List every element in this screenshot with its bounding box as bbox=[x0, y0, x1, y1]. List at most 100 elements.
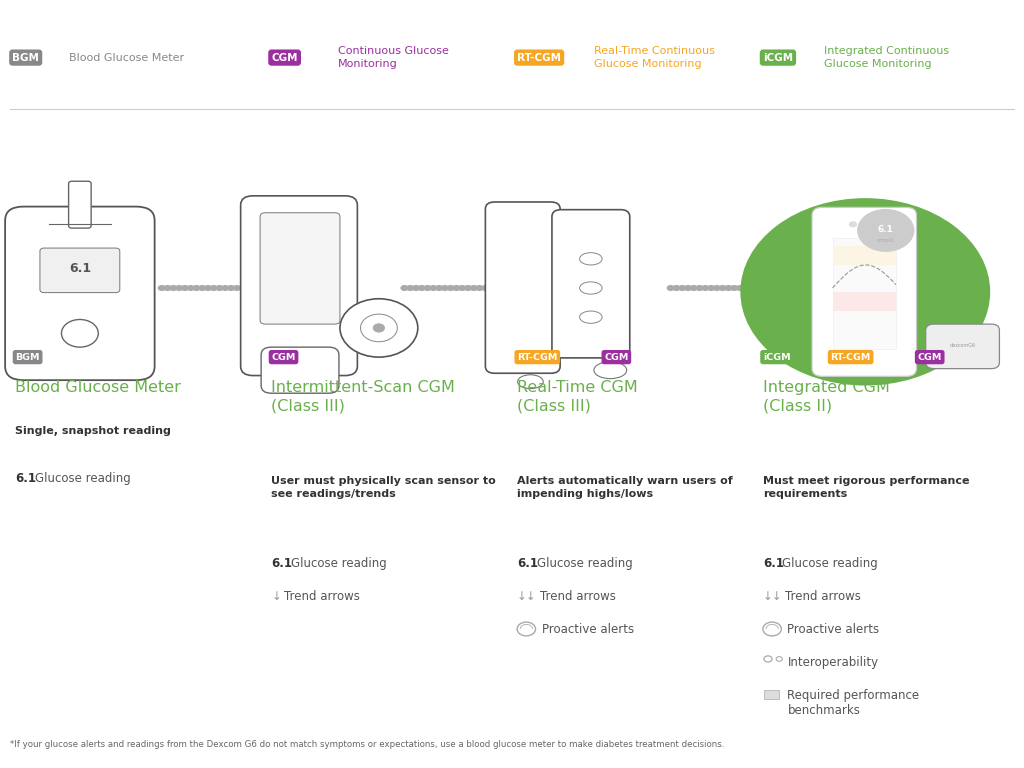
Text: RT-CGM: RT-CGM bbox=[830, 353, 870, 362]
Circle shape bbox=[446, 285, 455, 291]
Circle shape bbox=[267, 285, 275, 291]
Circle shape bbox=[464, 285, 472, 291]
Circle shape bbox=[245, 285, 253, 291]
Circle shape bbox=[505, 285, 513, 291]
Circle shape bbox=[736, 285, 744, 291]
Circle shape bbox=[741, 285, 750, 291]
Circle shape bbox=[435, 285, 443, 291]
Circle shape bbox=[340, 299, 418, 357]
Text: Alerts automatically warn users of
impending highs/lows: Alerts automatically warn users of impen… bbox=[517, 476, 733, 499]
Text: Glucose reading: Glucose reading bbox=[35, 472, 131, 485]
Text: Proactive alerts: Proactive alerts bbox=[542, 623, 634, 636]
Text: Continuous Glucose
Monitoring: Continuous Glucose Monitoring bbox=[338, 46, 449, 69]
Circle shape bbox=[695, 285, 703, 291]
Circle shape bbox=[771, 285, 779, 291]
Text: ↓: ↓ bbox=[271, 590, 282, 603]
Circle shape bbox=[204, 285, 212, 291]
Text: RT-CGM: RT-CGM bbox=[517, 52, 561, 63]
Text: RT-CGM: RT-CGM bbox=[517, 353, 557, 362]
Circle shape bbox=[239, 285, 247, 291]
FancyBboxPatch shape bbox=[260, 213, 340, 324]
Circle shape bbox=[470, 285, 478, 291]
Text: Trend arrows: Trend arrows bbox=[785, 590, 861, 603]
Circle shape bbox=[673, 285, 681, 291]
Text: Glucose reading: Glucose reading bbox=[782, 557, 879, 570]
FancyBboxPatch shape bbox=[552, 210, 630, 358]
Ellipse shape bbox=[580, 253, 602, 265]
Circle shape bbox=[765, 285, 773, 291]
Circle shape bbox=[164, 285, 172, 291]
Text: Glucose reading: Glucose reading bbox=[537, 557, 633, 570]
Circle shape bbox=[181, 285, 189, 291]
Text: ↓↓: ↓↓ bbox=[763, 590, 782, 603]
Circle shape bbox=[210, 285, 218, 291]
Circle shape bbox=[440, 285, 449, 291]
FancyBboxPatch shape bbox=[926, 324, 999, 369]
FancyBboxPatch shape bbox=[833, 246, 896, 265]
Circle shape bbox=[487, 285, 496, 291]
FancyBboxPatch shape bbox=[5, 207, 155, 380]
Circle shape bbox=[730, 285, 738, 291]
Text: CGM: CGM bbox=[604, 353, 629, 362]
Circle shape bbox=[724, 285, 732, 291]
Circle shape bbox=[429, 285, 437, 291]
Circle shape bbox=[198, 285, 206, 291]
Text: Integrated CGM
(Class II): Integrated CGM (Class II) bbox=[763, 380, 890, 413]
Circle shape bbox=[262, 285, 270, 291]
Circle shape bbox=[250, 285, 258, 291]
Circle shape bbox=[458, 285, 466, 291]
Text: ↓↓: ↓↓ bbox=[517, 590, 537, 603]
Ellipse shape bbox=[518, 375, 543, 389]
Circle shape bbox=[256, 285, 264, 291]
Circle shape bbox=[481, 285, 489, 291]
Circle shape bbox=[175, 285, 183, 291]
Text: Blood Glucose Meter: Blood Glucose Meter bbox=[15, 380, 181, 396]
Text: Required performance
benchmarks: Required performance benchmarks bbox=[787, 689, 920, 717]
Circle shape bbox=[493, 285, 501, 291]
FancyBboxPatch shape bbox=[833, 292, 896, 311]
Circle shape bbox=[221, 285, 229, 291]
Ellipse shape bbox=[580, 282, 602, 294]
Circle shape bbox=[857, 209, 914, 252]
Text: BGM: BGM bbox=[15, 353, 40, 362]
Circle shape bbox=[748, 285, 756, 291]
Text: 6.1: 6.1 bbox=[15, 472, 37, 485]
Text: Glucose reading: Glucose reading bbox=[291, 557, 387, 570]
FancyBboxPatch shape bbox=[833, 238, 896, 349]
Text: Integrated Continuous
Glucose Monitoring: Integrated Continuous Glucose Monitoring bbox=[824, 46, 949, 69]
Circle shape bbox=[186, 285, 195, 291]
Text: Blood Glucose Meter: Blood Glucose Meter bbox=[69, 52, 183, 63]
Text: CGM: CGM bbox=[271, 52, 298, 63]
Circle shape bbox=[849, 221, 857, 227]
Circle shape bbox=[690, 285, 698, 291]
Circle shape bbox=[407, 285, 415, 291]
Text: 6.1: 6.1 bbox=[878, 225, 894, 234]
Circle shape bbox=[678, 285, 686, 291]
Circle shape bbox=[510, 285, 518, 291]
Ellipse shape bbox=[594, 362, 627, 379]
Text: Real-Time CGM
(Class III): Real-Time CGM (Class III) bbox=[517, 380, 638, 413]
Text: Single, snapshot reading: Single, snapshot reading bbox=[15, 426, 171, 436]
Text: Proactive alerts: Proactive alerts bbox=[787, 623, 880, 636]
Text: Interoperability: Interoperability bbox=[787, 656, 879, 669]
Circle shape bbox=[61, 319, 98, 347]
Circle shape bbox=[701, 285, 710, 291]
Text: 6.1: 6.1 bbox=[517, 557, 539, 570]
Text: dexcomG6: dexcomG6 bbox=[949, 343, 976, 348]
Text: 6.1: 6.1 bbox=[69, 262, 91, 274]
Circle shape bbox=[754, 285, 762, 291]
Circle shape bbox=[740, 198, 990, 386]
Circle shape bbox=[713, 285, 721, 291]
Circle shape bbox=[158, 285, 166, 291]
Text: Must meet rigorous performance
requirements: Must meet rigorous performance requireme… bbox=[763, 476, 970, 499]
Text: iCGM: iCGM bbox=[763, 52, 793, 63]
Circle shape bbox=[759, 285, 767, 291]
Text: mmol/L: mmol/L bbox=[877, 238, 895, 243]
Circle shape bbox=[400, 285, 409, 291]
Circle shape bbox=[499, 285, 507, 291]
Text: Real-Time Continuous
Glucose Monitoring: Real-Time Continuous Glucose Monitoring bbox=[594, 46, 715, 69]
Text: Trend arrows: Trend arrows bbox=[540, 590, 615, 603]
Text: iCGM: iCGM bbox=[763, 353, 791, 362]
Circle shape bbox=[475, 285, 483, 291]
Text: CGM: CGM bbox=[918, 353, 942, 362]
